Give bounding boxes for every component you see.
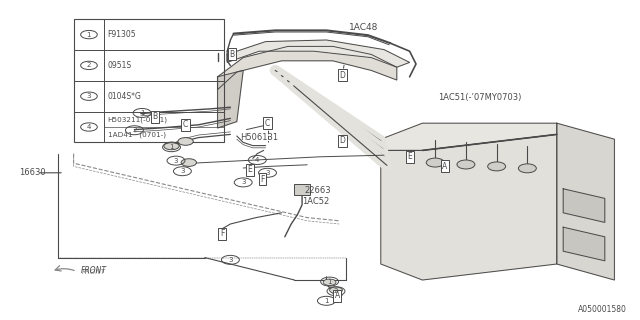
Text: 1: 1 <box>327 279 332 284</box>
Text: 1: 1 <box>169 144 174 150</box>
Text: F91305: F91305 <box>108 30 136 39</box>
Text: F: F <box>260 175 264 184</box>
Text: FRONT: FRONT <box>81 266 108 275</box>
Text: 0951S: 0951S <box>108 61 132 70</box>
Text: 1AC51(-’07MY0703): 1AC51(-’07MY0703) <box>438 93 522 102</box>
Text: C: C <box>183 120 188 129</box>
Text: A: A <box>442 162 447 171</box>
Polygon shape <box>563 189 605 222</box>
Text: 1AC52: 1AC52 <box>302 197 330 206</box>
Circle shape <box>330 287 342 293</box>
Circle shape <box>178 138 193 145</box>
Circle shape <box>518 164 536 173</box>
Text: 2: 2 <box>87 62 91 68</box>
Text: 1AD41   (0701-): 1AD41 (0701-) <box>108 132 166 138</box>
Text: 16630: 16630 <box>19 168 46 177</box>
Text: 2: 2 <box>334 288 338 294</box>
Polygon shape <box>563 227 605 261</box>
Text: H503211(-0701): H503211(-0701) <box>108 116 168 123</box>
Circle shape <box>488 162 506 171</box>
Bar <box>294 184 310 195</box>
Text: 1: 1 <box>140 110 145 116</box>
Polygon shape <box>381 123 557 150</box>
Text: 3: 3 <box>228 257 233 263</box>
Text: F: F <box>220 229 224 238</box>
Text: B: B <box>229 50 234 59</box>
Polygon shape <box>218 70 243 128</box>
Bar <box>74 19 224 142</box>
Text: 1: 1 <box>86 32 92 38</box>
Text: 3: 3 <box>265 170 270 176</box>
Text: 1: 1 <box>324 298 329 304</box>
Text: 0104S*G: 0104S*G <box>108 92 141 101</box>
Text: E: E <box>247 165 252 174</box>
Polygon shape <box>218 46 397 90</box>
Text: D: D <box>339 71 346 80</box>
Text: E: E <box>407 152 412 161</box>
Text: 3: 3 <box>241 180 246 185</box>
Text: B: B <box>152 112 157 121</box>
Text: C: C <box>265 119 270 128</box>
Text: 2: 2 <box>132 127 136 133</box>
Circle shape <box>181 159 196 166</box>
Polygon shape <box>557 123 614 280</box>
Polygon shape <box>227 40 410 67</box>
Text: FRONT: FRONT <box>82 269 106 275</box>
Text: 22663: 22663 <box>304 186 331 195</box>
Text: H506131: H506131 <box>240 133 278 142</box>
Text: 3: 3 <box>180 168 185 174</box>
Text: D: D <box>339 136 346 145</box>
Text: 3: 3 <box>173 158 179 164</box>
Text: 4: 4 <box>87 124 91 130</box>
Circle shape <box>457 160 475 169</box>
Text: A: A <box>335 292 340 300</box>
Polygon shape <box>381 134 557 280</box>
Text: 3: 3 <box>86 93 92 99</box>
Text: A050001580: A050001580 <box>579 305 627 314</box>
Circle shape <box>164 142 179 150</box>
Text: 1AC48: 1AC48 <box>349 23 378 32</box>
Circle shape <box>426 158 444 167</box>
Text: 4: 4 <box>255 157 259 163</box>
Circle shape <box>323 279 336 285</box>
